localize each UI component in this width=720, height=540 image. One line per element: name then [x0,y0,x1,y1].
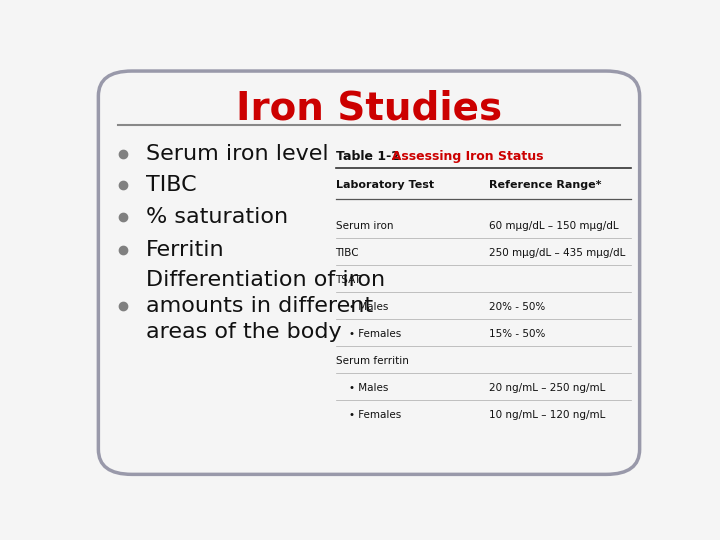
Text: • Males: • Males [349,383,389,393]
Text: Reference Range*: Reference Range* [489,180,601,191]
Text: Ferritin: Ferritin [145,240,225,260]
Text: 15% - 50%: 15% - 50% [489,329,545,339]
Text: 250 mμg/dL – 435 mμg/dL: 250 mμg/dL – 435 mμg/dL [489,248,626,258]
Text: • Females: • Females [349,410,402,420]
Text: Serum iron: Serum iron [336,221,393,231]
Text: 10 ng/mL – 120 ng/mL: 10 ng/mL – 120 ng/mL [489,410,606,420]
Text: % saturation: % saturation [145,207,288,227]
Text: TIBC: TIBC [336,248,359,258]
Text: 60 mμg/dL – 150 mμg/dL: 60 mμg/dL – 150 mμg/dL [489,221,618,231]
Text: • Males: • Males [349,302,389,312]
Text: 20 ng/mL – 250 ng/mL: 20 ng/mL – 250 ng/mL [489,383,606,393]
Text: Iron Studies: Iron Studies [236,90,502,127]
Text: Assessing Iron Status: Assessing Iron Status [383,150,544,163]
Text: 20% - 50%: 20% - 50% [489,302,545,312]
FancyBboxPatch shape [99,71,639,474]
Text: Differentiation of iron
amounts in different
areas of the body: Differentiation of iron amounts in diffe… [145,271,385,342]
Text: Serum iron level: Serum iron level [145,144,328,164]
Text: Serum ferritin: Serum ferritin [336,356,408,366]
Text: Laboratory Test: Laboratory Test [336,180,433,191]
Text: • Females: • Females [349,329,402,339]
Text: Table 1-2: Table 1-2 [336,150,400,163]
Text: TSAT: TSAT [336,275,361,285]
Text: TIBC: TIBC [145,176,197,195]
